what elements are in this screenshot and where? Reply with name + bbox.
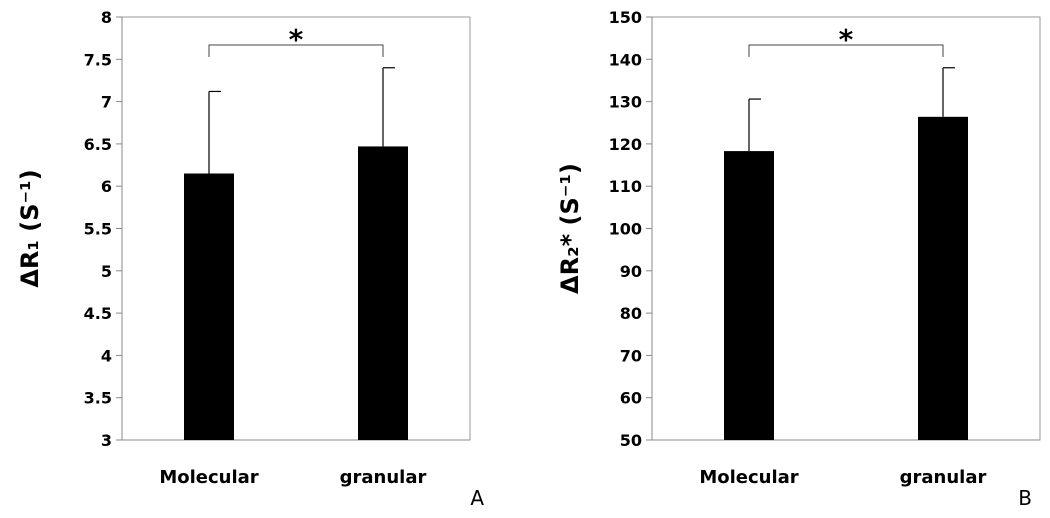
plot-area-frame [121, 16, 471, 441]
bar [358, 146, 408, 441]
y-tick-label: 5 [101, 262, 112, 281]
y-tick-label: 3.5 [84, 389, 112, 408]
y-tick-label: 100 [609, 220, 642, 239]
bar [184, 173, 234, 440]
category-label: Molecular [699, 467, 798, 488]
y-tick-label: 80 [620, 304, 642, 323]
y-tick-label: 7 [101, 93, 112, 112]
y-tick-label: 70 [620, 346, 642, 365]
y-tick-label: 90 [620, 262, 642, 281]
y-tick-label: 120 [609, 135, 642, 154]
plot-area-frame [651, 16, 1041, 441]
panel-label: A [470, 486, 484, 510]
y-axis-title: ΔR₁ (S⁻¹) [16, 169, 44, 287]
significance-bracket [748, 44, 944, 57]
y-tick-label: 50 [620, 431, 642, 450]
chart-panel-b: 50 60 70 80 90 100 110 120 130 140 150 Molecular gra… [556, 8, 1041, 510]
y-tick-label: 140 [609, 50, 642, 69]
chart-panel-a: 3 3.5 4 4.5 5 5.5 6 6.5 7 7.5 8 Molecular granular * Δ… [16, 8, 484, 510]
significance-star: * [839, 23, 854, 56]
category-label: granular [340, 467, 427, 488]
y-tick-label: 7.5 [84, 50, 112, 69]
panel-label: B [1018, 486, 1032, 510]
y-tick-label: 5.5 [84, 220, 112, 239]
significance-star: * [289, 23, 304, 56]
y-tick-label: 6.5 [84, 135, 112, 154]
y-tick-label: 8 [101, 8, 112, 27]
y-tick-label: 130 [609, 93, 642, 112]
significance-bracket [208, 44, 384, 57]
category-label: Molecular [159, 467, 258, 488]
y-tick-label: 3 [101, 431, 112, 450]
y-tick-label: 110 [609, 177, 642, 196]
bar [918, 116, 968, 440]
y-tick-label: 150 [609, 8, 642, 27]
y-tick-label: 4.5 [84, 304, 112, 323]
category-label: granular [900, 467, 987, 488]
y-tick-label: 6 [101, 177, 112, 196]
y-tick-label: 60 [620, 389, 642, 408]
y-tick-label: 4 [101, 346, 112, 365]
y-axis-title: ΔR₂* (S⁻¹) [556, 163, 584, 294]
bar [724, 151, 774, 440]
